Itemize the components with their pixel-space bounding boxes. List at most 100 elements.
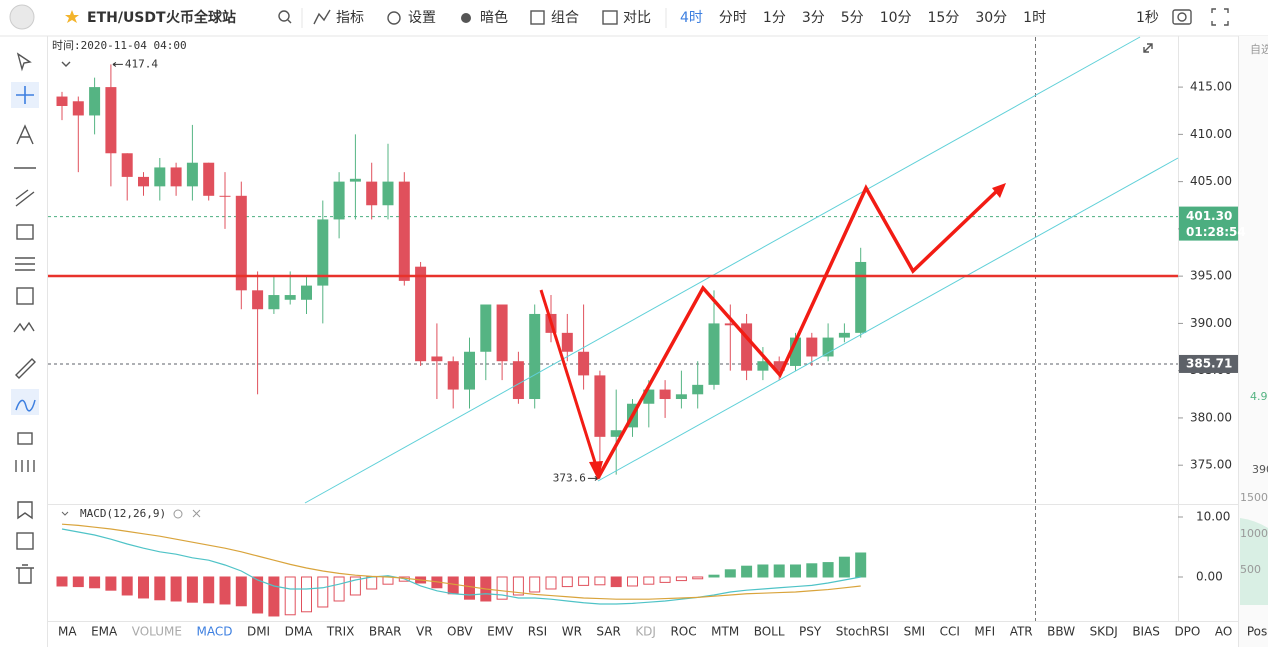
hide-tool[interactable]: [15, 460, 35, 472]
collapse-icon[interactable]: [61, 61, 71, 67]
indicator-tab[interactable]: ATR: [1010, 625, 1033, 639]
candle-body: [121, 153, 133, 177]
indicator-tab[interactable]: SKDJ: [1090, 625, 1118, 639]
interval-button[interactable]: 4时: [680, 10, 703, 26]
side-depth-area: [1240, 518, 1268, 605]
ruler-tool[interactable]: [15, 358, 36, 379]
time-readout: 时间:2020-11-04 04:00: [52, 39, 187, 52]
edit-tool[interactable]: [16, 532, 34, 550]
indicator-tab[interactable]: KDJ: [635, 625, 656, 639]
histogram-bar: [317, 576, 329, 608]
interval-button[interactable]: 1分: [763, 10, 786, 26]
indicator-tab[interactable]: MFI: [974, 625, 995, 639]
text-tool[interactable]: [16, 124, 34, 145]
indicator-tab[interactable]: MACD: [196, 625, 232, 639]
histogram-bar: [56, 576, 68, 587]
candle-body: [480, 304, 492, 352]
screenshot-icon[interactable]: [1172, 9, 1192, 25]
collapse-icon[interactable]: [61, 511, 69, 516]
interval-button[interactable]: 分时: [719, 10, 747, 26]
indicator-tab[interactable]: EMA: [91, 625, 118, 639]
indicator-tab[interactable]: AO: [1215, 625, 1232, 639]
histogram-bar: [333, 576, 345, 602]
wave-tool[interactable]: [13, 321, 35, 333]
macd-pane: MACD(12,26,9) 0.00 10.00: [56, 507, 1230, 617]
histogram-bar: [855, 552, 867, 578]
lock-tool[interactable]: [17, 432, 33, 445]
toolbar-button[interactable]: 对比: [623, 10, 651, 26]
indicator-tab[interactable]: SAR: [596, 625, 620, 639]
delete-tool[interactable]: [16, 564, 34, 584]
indicator-tab[interactable]: EMV: [487, 625, 514, 639]
indicator-tab[interactable]: MA: [58, 625, 77, 639]
shape-tool[interactable]: [16, 224, 34, 240]
indicator-tab[interactable]: SMI: [904, 625, 926, 639]
candle-body: [561, 332, 573, 352]
trend-tool[interactable]: [15, 189, 35, 207]
interval-button[interactable]: 10分: [880, 10, 912, 26]
favorite-star[interactable]: [65, 10, 79, 23]
histogram-bar: [675, 576, 687, 582]
histogram-bar: [692, 576, 704, 580]
indicator-tab[interactable]: MTM: [711, 625, 739, 639]
indicator-tab[interactable]: BRAR: [369, 625, 402, 639]
indicator-tab[interactable]: DMA: [285, 625, 314, 639]
candle-body: [219, 195, 231, 197]
indicator-tab[interactable]: RSI: [528, 625, 548, 639]
histogram-bar: [284, 576, 296, 616]
interval-button[interactable]: 5分: [841, 10, 864, 26]
candle-body: [105, 87, 117, 154]
indicator-tab[interactable]: BOLL: [754, 625, 785, 639]
candle-body: [447, 361, 459, 390]
pattern-tool[interactable]: [16, 287, 34, 305]
y-tick-label: 0.00: [1196, 569, 1223, 583]
indicator-tab[interactable]: PSY: [799, 625, 822, 639]
candle-body: [773, 361, 785, 371]
indicator-tab[interactable]: WR: [562, 625, 582, 639]
interval-button[interactable]: 3分: [802, 10, 825, 26]
candle-body: [643, 389, 655, 404]
indicator-tab[interactable]: TRIX: [326, 625, 354, 639]
settings-icon[interactable]: [173, 509, 183, 519]
cursor-tool[interactable]: [16, 52, 32, 72]
candle-body: [692, 384, 704, 395]
fullscreen-icon[interactable]: [1211, 8, 1229, 26]
candle-body: [431, 356, 443, 362]
indicator-tab[interactable]: BBW: [1047, 625, 1075, 639]
toolbar-button[interactable]: 指标: [336, 10, 364, 26]
indicator-tab[interactable]: Position: [1247, 625, 1268, 639]
indicator-tab[interactable]: VOLUME: [132, 625, 182, 639]
indicator-tab[interactable]: BIAS: [1132, 625, 1160, 639]
candle-body: [349, 178, 361, 182]
indicator-tab[interactable]: DPO: [1174, 625, 1200, 639]
brush-tool[interactable]: [15, 399, 36, 412]
toolbar-button[interactable]: 组合: [551, 10, 579, 26]
wave-arrow: [596, 184, 1002, 479]
crosshair-tool[interactable]: [16, 86, 34, 104]
indicator-tab[interactable]: ROC: [670, 625, 696, 639]
interval-button[interactable]: 30分: [975, 10, 1007, 26]
indicator-tab[interactable]: CCI: [940, 625, 960, 639]
toolbar-button[interactable]: 暗色: [480, 9, 508, 26]
interval-button[interactable]: 1时: [1023, 10, 1046, 26]
close-icon[interactable]: [192, 509, 201, 518]
indicator-tab[interactable]: DMI: [247, 625, 270, 639]
candle-body: [675, 394, 687, 400]
indicator-tab[interactable]: StochRSI: [836, 625, 889, 639]
toolbar-button[interactable]: 设置: [408, 10, 436, 26]
wave-arrow: [539, 289, 600, 473]
search-icon[interactable]: [278, 10, 292, 24]
histogram-bar: [121, 576, 133, 596]
expand-icon[interactable]: [1143, 43, 1153, 53]
candle-body: [154, 167, 166, 187]
max-arrow: [112, 61, 123, 67]
candle-body: [806, 337, 818, 357]
indicator-tab[interactable]: VR: [416, 625, 433, 639]
fib-tool[interactable]: [15, 257, 35, 271]
bookmark-tool[interactable]: [17, 501, 33, 520]
histogram-bar: [512, 576, 524, 596]
interval-button[interactable]: 15分: [928, 10, 960, 26]
histogram-bar: [154, 576, 166, 601]
indicator-tab[interactable]: OBV: [447, 625, 473, 639]
